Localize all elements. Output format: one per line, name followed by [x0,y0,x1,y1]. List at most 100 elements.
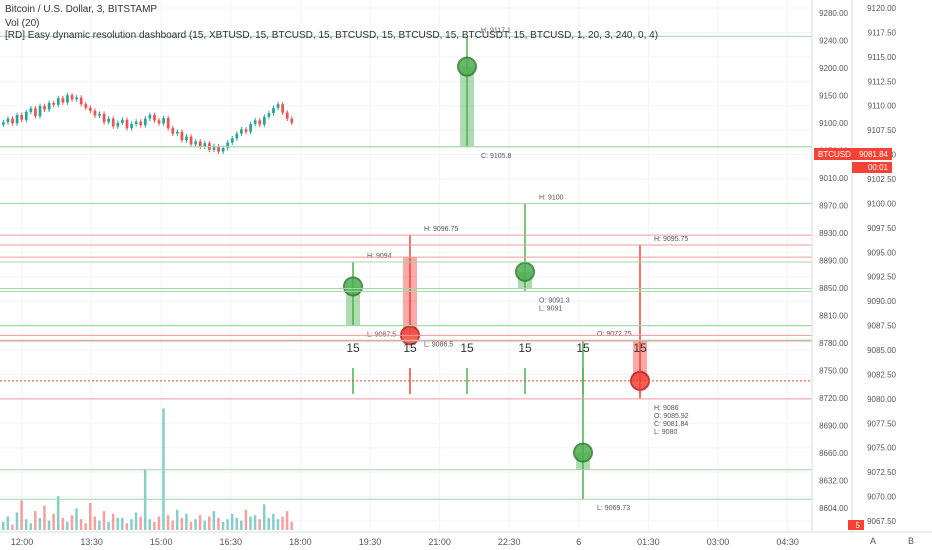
volume-bar [166,515,170,530]
candle-body [249,124,252,132]
dashboard-axis-label: 9072.50 [867,468,896,477]
dashboard-resolution-label: 15 [633,341,647,355]
candle-body [11,118,14,124]
time-axis-label: 22:30 [498,537,521,547]
dashboard-body [346,286,360,326]
candle-body [272,107,275,114]
dashboard-axis-label: 9102.50 [867,175,896,184]
dashboard-resolution-label: 15 [403,341,417,355]
last-price-value: 9081.84 [859,150,888,159]
volume-bar [189,521,193,530]
candle-body [166,118,170,129]
log-scale-button[interactable]: B [907,536,914,546]
candle-body [107,118,111,123]
dashboard-axis-label: 9110.00 [868,102,897,111]
candle-body [15,115,19,124]
candle-body [217,146,220,152]
dashboard-label: L: 9086.5 [424,341,453,348]
candle-body [189,136,193,145]
volume-bar [116,517,119,530]
candle-body [34,108,37,117]
volume-bar [107,521,110,530]
volume-bar [226,519,229,530]
candle-body [290,118,294,123]
volume-bar [2,521,5,530]
price-axis-label: 8750.00 [819,367,848,376]
dashboard-axis-label: 9112.50 [868,77,897,86]
time-axis-label: 03:00 [707,537,730,547]
volume-bar [29,523,32,530]
time-axis-label: 18:00 [289,537,312,547]
candle-body [139,121,143,126]
volume-bar [70,515,74,530]
volume-bar [15,512,19,530]
volume-bar [185,513,188,530]
volume-bar [130,519,133,530]
candle-body [24,112,28,120]
candle-body [70,95,74,100]
volume-bar [134,512,138,530]
candle-body [116,122,120,127]
dashboard-axis-label: 9070.00 [867,493,896,502]
dashboard-axis-label: 9085.00 [867,346,896,355]
volume-bar [47,520,51,530]
price-axis-label: 9010.00 [819,174,848,183]
candle-body [148,115,152,119]
dashboard-axis-label: 9120.00 [867,4,896,13]
price-axis-label: 8720.00 [819,394,848,403]
dashboard-label: L: 9080 [654,429,677,436]
dashboard-label: H: 9100 [539,194,564,201]
dashboard-axis-label: 9090.00 [867,297,896,306]
volume-bar [43,505,46,530]
volume-bar [253,515,257,530]
dashboard-label: H: 9094 [367,253,392,260]
candle-body [162,118,165,124]
volume-bar [98,520,101,530]
candle-body [38,106,42,117]
candle-body [20,115,24,120]
volume-bar [61,517,65,530]
volume-bar [125,523,129,530]
candle-body [66,95,69,103]
dashboard-label: O: 9091.3 [539,297,570,304]
candle-body [6,118,10,123]
volume-bar [52,513,55,530]
dashboard-label: O: 9085.92 [654,413,689,420]
countdown-badge [852,162,892,173]
volume-bar [102,511,106,530]
dashboard-axis-label: 9117.50 [868,28,897,37]
dashboard-axis-label: 9107.50 [867,126,896,135]
time-axis-label: 12:00 [11,537,34,547]
candle-body [276,104,280,108]
volume-bar [153,521,156,530]
volume-bar [235,517,239,530]
dashboard-label: H: 9086 [654,405,679,412]
candle-body [235,133,239,139]
candle-body [230,138,234,143]
volume-bar [66,521,69,530]
candle-body [2,122,5,125]
dashboard-label: L: 9069.73 [597,505,630,512]
dashboard-circle [515,261,535,282]
candle-body [244,129,248,132]
scale-marker-text: 5 [856,521,861,530]
candle-body [185,136,188,141]
price-axis-label: 9200.00 [819,64,848,73]
volume-bar [249,516,252,530]
volume-bar [157,516,161,530]
candle-body [212,146,216,150]
volume-bar [38,517,42,530]
dashboard-axis-label: 9100.00 [867,199,896,208]
candle-body [285,112,289,119]
auto-scale-button[interactable]: A [869,536,876,546]
volume-bar [208,516,211,530]
candle-body [198,141,202,147]
candle-body [102,113,106,123]
volume-bar [121,517,124,530]
time-axis-label: 19:30 [359,537,382,547]
dashboard-body [633,341,647,381]
time-axis-label: 6 [576,537,581,547]
candle-body [221,148,225,152]
dashboard-label: H: 9095.75 [654,236,688,243]
